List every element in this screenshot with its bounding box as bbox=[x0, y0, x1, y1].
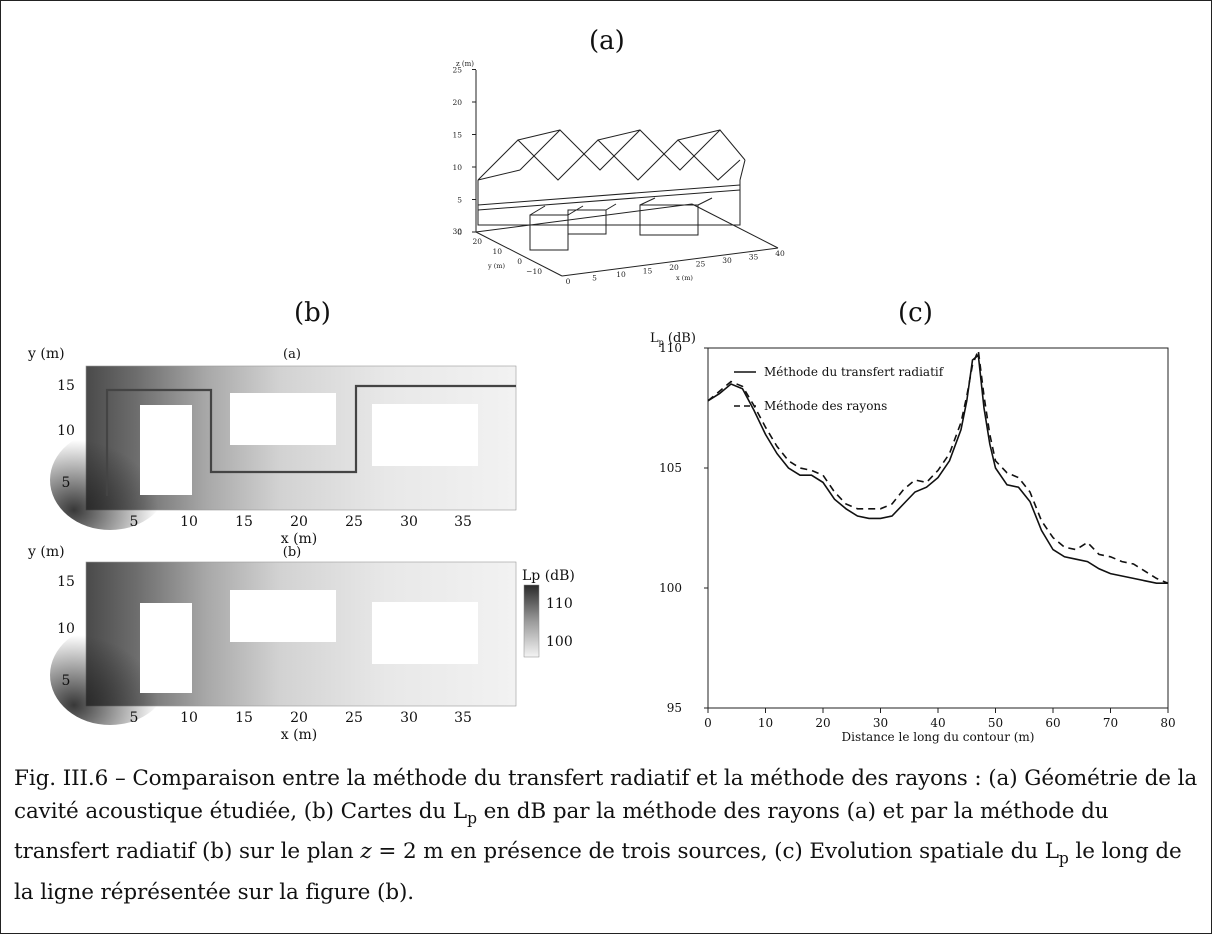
map-y-tick: 5 bbox=[62, 475, 71, 491]
z-tick-label: 25 bbox=[452, 66, 462, 75]
map-x-tick: 20 bbox=[290, 710, 308, 726]
caption-sub2: p bbox=[1058, 849, 1069, 868]
map2-title: (b) bbox=[283, 545, 301, 560]
y-tick-label: 105 bbox=[659, 461, 682, 475]
caption-part3: = 2 m en présence de trois sources, (c) … bbox=[371, 839, 1059, 865]
map-x-tick: 35 bbox=[454, 514, 472, 530]
x-tick-label: 10 bbox=[616, 270, 626, 279]
x-tick-label: 0 bbox=[566, 277, 571, 286]
map-xlabel: x (m) bbox=[281, 727, 318, 743]
series-line-rays bbox=[707, 347, 1169, 584]
contour-line bbox=[105, 384, 516, 496]
map-xlabel: x (m) bbox=[281, 531, 318, 547]
caption-part1: Fig. III.6 – Comparaison entre la méthod… bbox=[14, 766, 1198, 824]
map-x-tick: 5 bbox=[130, 710, 139, 726]
map-x-tick: 25 bbox=[345, 710, 363, 726]
cavity-geometry-3d: z (m) 0 5 10 15 20 25 30 20 10 0 −10 y (m) 0 5 10 15 20 25… bbox=[452, 60, 785, 286]
y-axis bbox=[475, 231, 563, 277]
figure-caption: Fig. III.6 – Comparaison entre la méthod… bbox=[14, 762, 1204, 909]
y-tick-label: 110 bbox=[659, 341, 682, 355]
z-axis-label: z (m) bbox=[456, 60, 474, 68]
x-tick-label: 15 bbox=[643, 267, 653, 276]
x-tick-label: 0 bbox=[704, 716, 712, 730]
map-y-tick: 15 bbox=[57, 574, 75, 590]
map-x-tick: 25 bbox=[345, 514, 363, 530]
panel-b-label: (b) bbox=[294, 298, 331, 328]
map-x-tick: 10 bbox=[180, 710, 198, 726]
x-tick-label: 60 bbox=[1045, 716, 1060, 730]
x-tick-label: 10 bbox=[758, 716, 773, 730]
y-tick-label: 95 bbox=[667, 701, 682, 715]
x-tick-label: 70 bbox=[1103, 716, 1118, 730]
x-tick-label: 20 bbox=[815, 716, 830, 730]
colorbar-tick: 100 bbox=[546, 634, 573, 650]
legend-label-radiative: Méthode du transfert radiatif bbox=[764, 365, 945, 379]
y-tick-label: 30 bbox=[452, 227, 462, 236]
z-tick-label: 15 bbox=[452, 131, 462, 140]
x-tick-label: 50 bbox=[988, 716, 1003, 730]
map-x-tick: 30 bbox=[400, 710, 418, 726]
x-tick-label: 80 bbox=[1160, 716, 1175, 730]
map-radiative bbox=[50, 561, 517, 725]
map-y-tick: 10 bbox=[57, 621, 75, 637]
y-tick-label: −10 bbox=[526, 267, 542, 276]
series-line-radiative bbox=[707, 353, 1168, 584]
chart-ylabel: Lp (dB) bbox=[650, 331, 696, 347]
z-tick-label: 5 bbox=[457, 196, 462, 205]
panel-a-label: (a) bbox=[589, 26, 625, 56]
map-x-tick: 15 bbox=[235, 710, 253, 726]
colorbar bbox=[523, 584, 540, 658]
y-axis-label: y (m) bbox=[487, 262, 505, 270]
x-tick-label: 5 bbox=[592, 274, 597, 283]
x-tick-label: 30 bbox=[873, 716, 888, 730]
x-tick-label: 25 bbox=[696, 260, 706, 269]
map-ylabel: y (m) bbox=[27, 544, 65, 560]
lp-chart: 0 10 20 30 40 50 60 70 80 95 100 105 110 Méthode du t… bbox=[650, 331, 1176, 744]
y-tick-label: 0 bbox=[517, 257, 522, 266]
y-tick-label: 100 bbox=[659, 581, 682, 595]
map-ylabel: y (m) bbox=[27, 346, 65, 362]
legend-label-rays: Méthode des rayons bbox=[764, 399, 887, 413]
x-tick-label: 40 bbox=[930, 716, 945, 730]
map-rays bbox=[50, 365, 517, 530]
caption-sub1: p bbox=[467, 809, 477, 828]
x-axis-label: x (m) bbox=[676, 274, 693, 282]
panel-c-label: (c) bbox=[898, 298, 933, 328]
z-tick-label: 20 bbox=[452, 98, 462, 107]
chart-xlabel: Distance le long du contour (m) bbox=[842, 730, 1035, 744]
colorbar-tick: 110 bbox=[546, 596, 573, 612]
caption-part2: en dB par la méthode des rayons (a) et p… bbox=[14, 799, 1109, 865]
caption-part4: le long de la ligne réprésentée sur la f… bbox=[14, 839, 1182, 905]
lp-maps: (a) (b) y (m) y (m) 15 10 5 15 10 5 5 10 15 20 25 30 35 x… bbox=[27, 346, 575, 743]
z-tick-label: 0 bbox=[457, 228, 462, 237]
x-tick-label: 40 bbox=[775, 249, 785, 258]
caption-math-z: z bbox=[360, 839, 372, 865]
x-axis bbox=[561, 247, 779, 277]
y-tick-label: 10 bbox=[492, 247, 502, 256]
x-tick-label: 20 bbox=[669, 263, 679, 272]
map-y-tick: 5 bbox=[62, 673, 71, 689]
map1-title: (a) bbox=[283, 347, 301, 362]
y-tick-label: 20 bbox=[472, 237, 482, 246]
x-tick-label: 35 bbox=[749, 253, 759, 262]
map-x-tick: 10 bbox=[180, 514, 198, 530]
colorbar-title: Lp (dB) bbox=[522, 568, 575, 584]
map-x-tick: 15 bbox=[235, 514, 253, 530]
x-tick-label: 30 bbox=[722, 256, 732, 265]
map-x-tick: 35 bbox=[454, 710, 472, 726]
map-x-tick: 20 bbox=[290, 514, 308, 530]
map-y-tick: 10 bbox=[57, 423, 75, 439]
map-x-tick: 30 bbox=[400, 514, 418, 530]
map-x-tick: 5 bbox=[130, 514, 139, 530]
z-tick-label: 10 bbox=[452, 163, 462, 172]
map-y-tick: 15 bbox=[57, 378, 75, 394]
